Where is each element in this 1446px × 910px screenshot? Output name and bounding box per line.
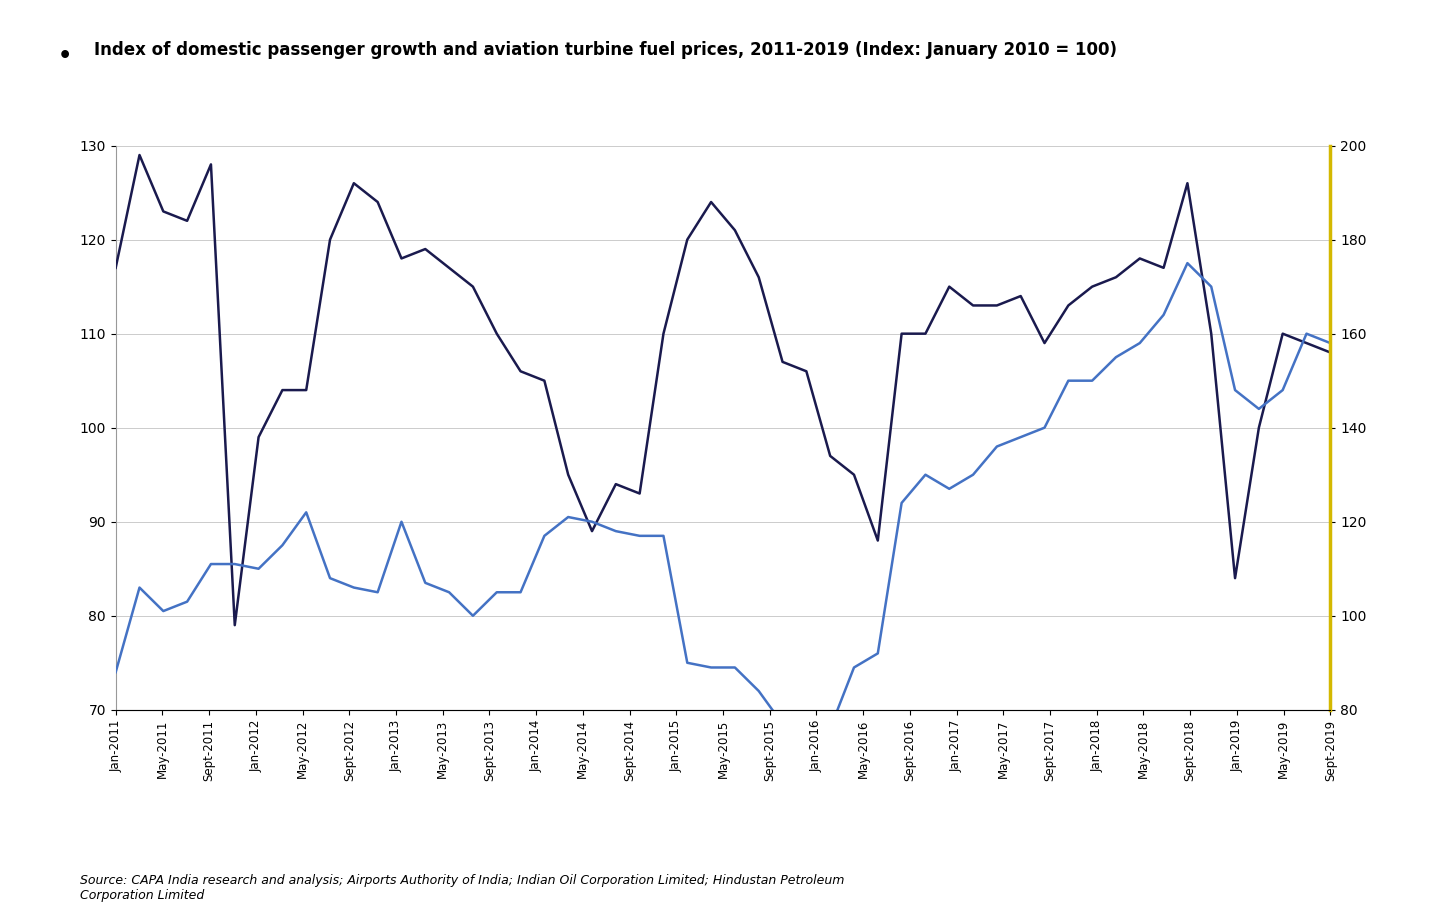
Text: Index of domestic passenger growth and aviation turbine fuel prices, 2011-2019 (: Index of domestic passenger growth and a… [94, 41, 1116, 59]
Text: •: • [58, 46, 72, 66]
Text: Source: CAPA India research and analysis; Airports Authority of India; Indian Oi: Source: CAPA India research and analysis… [80, 874, 844, 902]
